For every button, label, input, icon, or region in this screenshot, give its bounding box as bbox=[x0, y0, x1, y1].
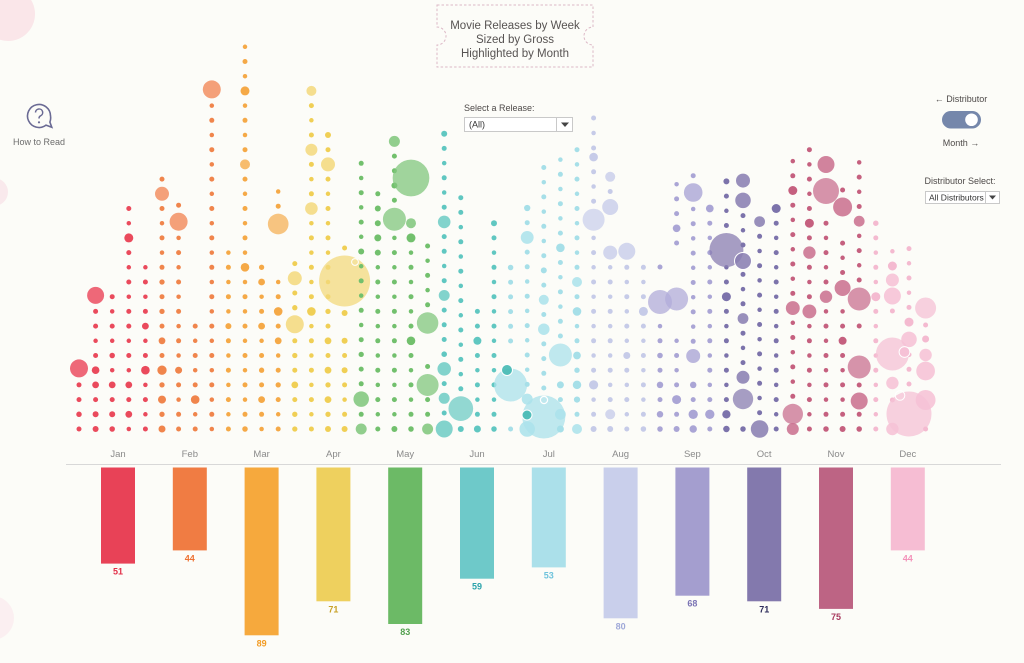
svg-text:75: 75 bbox=[831, 612, 841, 622]
svg-text:44: 44 bbox=[903, 553, 913, 563]
svg-text:Dec: Dec bbox=[899, 449, 916, 460]
svg-text:Sized by Gross: Sized by Gross bbox=[476, 34, 554, 46]
svg-text:May: May bbox=[396, 449, 414, 460]
svg-text:Aug: Aug bbox=[612, 449, 629, 460]
svg-text:How to Read: How to Read bbox=[13, 137, 65, 147]
svg-text:71: 71 bbox=[328, 604, 338, 614]
svg-text:Distributor Select:: Distributor Select: bbox=[924, 176, 995, 186]
svg-text:Mar: Mar bbox=[253, 449, 269, 460]
svg-text:59: 59 bbox=[472, 582, 482, 592]
svg-text:83: 83 bbox=[400, 627, 410, 637]
svg-text:Highlighted by Month: Highlighted by Month bbox=[461, 48, 569, 60]
svg-text:53: 53 bbox=[544, 570, 554, 580]
svg-text:Jul: Jul bbox=[543, 449, 555, 460]
svg-text:Sep: Sep bbox=[684, 449, 701, 460]
svg-text:68: 68 bbox=[687, 599, 697, 609]
svg-text:Month →: Month → bbox=[943, 138, 980, 148]
svg-text:71: 71 bbox=[759, 604, 769, 614]
svg-text:← Distributor: ← Distributor bbox=[935, 94, 988, 104]
svg-text:(All): (All) bbox=[469, 120, 485, 130]
svg-text:Nov: Nov bbox=[828, 449, 845, 460]
svg-text:51: 51 bbox=[113, 567, 123, 577]
svg-text:Oct: Oct bbox=[757, 449, 772, 460]
svg-text:Feb: Feb bbox=[182, 449, 198, 460]
svg-text:Movie Releases by Week: Movie Releases by Week bbox=[450, 20, 580, 32]
svg-text:Jun: Jun bbox=[469, 449, 484, 460]
svg-text:80: 80 bbox=[616, 621, 626, 631]
svg-text:89: 89 bbox=[257, 638, 267, 648]
svg-text:Apr: Apr bbox=[326, 449, 341, 460]
svg-text:44: 44 bbox=[185, 553, 195, 563]
svg-text:Select a Release:: Select a Release: bbox=[464, 103, 535, 113]
svg-text:Jan: Jan bbox=[110, 449, 125, 460]
svg-text:All Distributors: All Distributors bbox=[929, 193, 984, 203]
